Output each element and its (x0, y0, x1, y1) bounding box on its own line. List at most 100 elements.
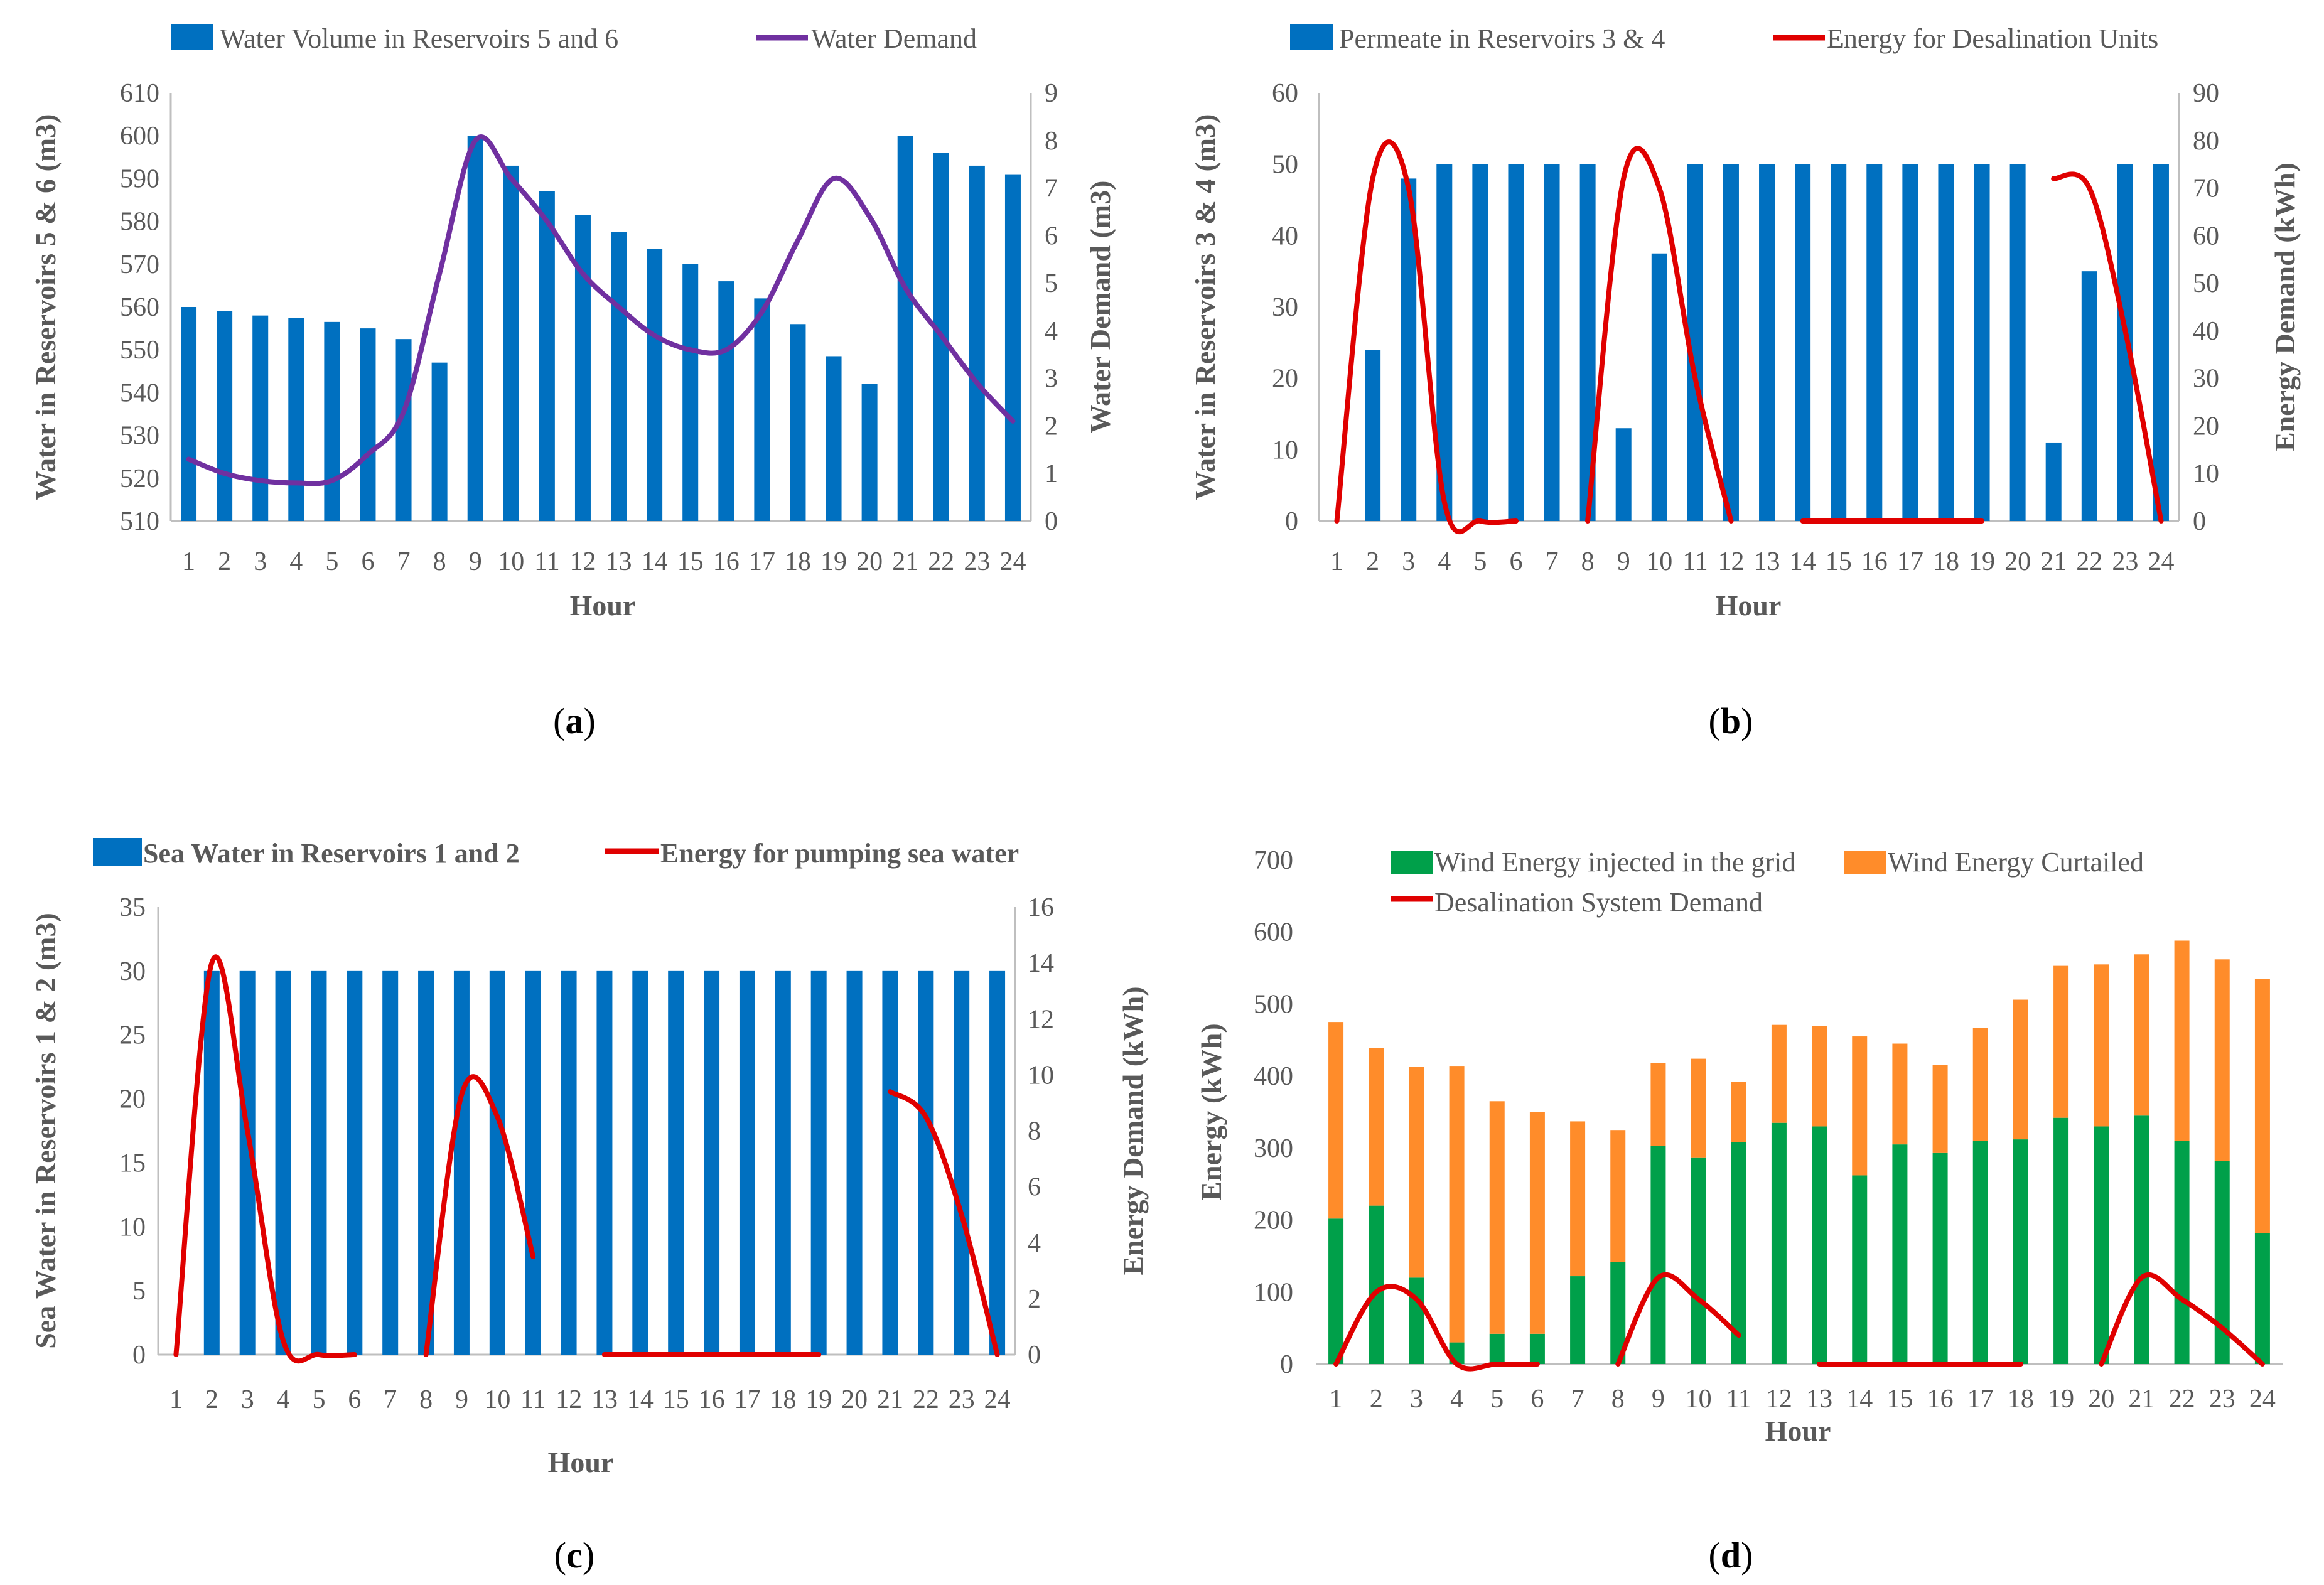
bar-injected (2134, 1115, 2149, 1364)
x-tick-label: 8 (433, 547, 446, 576)
bar-curtailed (1489, 1101, 1505, 1334)
x-tick-label: 13 (591, 1385, 618, 1414)
x-tick-label: 23 (964, 547, 990, 576)
bar (1508, 164, 1524, 522)
bar-injected (2013, 1139, 2028, 1364)
y-tick-label-left: 580 (120, 208, 159, 237)
bar (382, 970, 399, 1355)
x-tick-label: 5 (1490, 1385, 1504, 1414)
y-tick-label-left: 300 (1254, 1134, 1293, 1163)
x-axis-title: Hour (548, 1446, 614, 1478)
bar-injected (1328, 1218, 1344, 1364)
y-tick-label-left: 530 (120, 422, 159, 451)
bar (682, 264, 699, 521)
y-tick-label-left: 570 (120, 250, 159, 279)
x-tick-label: 11 (534, 547, 559, 576)
x-tick-label: 10 (1686, 1385, 1712, 1414)
x-tick-label: 9 (1617, 547, 1630, 576)
bar (252, 315, 269, 521)
bar (347, 970, 363, 1355)
bar-curtailed (2214, 959, 2230, 1161)
y-tick-label-left: 40 (1272, 222, 1298, 250)
bar (1472, 164, 1488, 522)
y-tick-label-left: 510 (120, 507, 159, 536)
x-tick-label: 24 (2148, 547, 2174, 576)
legend-swatch (1391, 851, 1433, 874)
legend-swatch (1844, 851, 1886, 874)
y-tick-label-right: 4 (1045, 317, 1058, 346)
x-tick-label: 23 (949, 1385, 975, 1414)
x-tick-label: 6 (361, 547, 374, 576)
bar (275, 970, 291, 1355)
bar (503, 165, 519, 521)
legend-label: Water Volume in Reservoirs 5 and 6 (220, 23, 618, 54)
bar (360, 328, 376, 521)
x-tick-label: 4 (1438, 547, 1451, 576)
x-tick-label: 20 (841, 1385, 868, 1414)
x-tick-label: 6 (1509, 547, 1522, 576)
x-tick-label: 12 (569, 547, 596, 576)
x-tick-label: 7 (1546, 547, 1559, 576)
bar-injected (1771, 1122, 1787, 1364)
x-tick-label: 12 (1766, 1385, 1792, 1414)
x-tick-label: 14 (627, 1385, 654, 1414)
panel-label-c: (c) (554, 1535, 594, 1576)
bar-injected (2053, 1117, 2069, 1364)
x-tick-label: 22 (913, 1385, 939, 1414)
y-tick-label-right: 0 (1045, 507, 1058, 536)
x-tick-label: 14 (1846, 1385, 1873, 1414)
bar (668, 970, 684, 1355)
x-tick-label: 19 (2048, 1385, 2074, 1414)
y-tick-label-left: 100 (1254, 1278, 1293, 1307)
y-tick-label-right: 20 (2193, 412, 2219, 441)
x-tick-label: 3 (1410, 1385, 1423, 1414)
x-tick-label: 7 (1571, 1385, 1584, 1414)
x-tick-label: 22 (2076, 547, 2102, 576)
bar-curtailed (2174, 940, 2190, 1141)
legend-label: Energy for pumping sea water (660, 838, 1019, 869)
bar (754, 298, 770, 521)
x-tick-label: 12 (1718, 547, 1744, 576)
x-tick-label: 23 (2209, 1385, 2235, 1414)
y-tick-label-left: 35 (119, 893, 146, 922)
bar (2045, 442, 2062, 521)
bar (989, 970, 1006, 1355)
y-tick-label-left: 20 (119, 1085, 146, 1114)
bar-curtailed (2254, 979, 2270, 1233)
y-tick-label-right: 2 (1045, 412, 1058, 441)
x-tick-label: 9 (469, 547, 482, 576)
bar (1974, 164, 1990, 522)
x-tick-label: 20 (856, 547, 883, 576)
y-tick-label-left: 610 (120, 79, 159, 108)
x-tick-label: 1 (182, 547, 195, 576)
x-tick-label: 6 (348, 1385, 361, 1414)
bar (1831, 164, 1847, 522)
bar-curtailed (1771, 1024, 1787, 1123)
bar-injected (1691, 1157, 1706, 1364)
bar-curtailed (1972, 1028, 1988, 1141)
legend-label: Wind Energy injected in the grid (1434, 847, 1795, 878)
series-line (1334, 139, 1519, 535)
bar-injected (1570, 1276, 1586, 1364)
bar (775, 970, 791, 1355)
y-axis-title-right: Energy Demand (kWh) (2269, 163, 2301, 451)
y-tick-label-left: 700 (1254, 846, 1293, 875)
bar (2153, 164, 2169, 522)
y-tick-label-right: 80 (2193, 127, 2219, 156)
y-tick-label-left: 15 (119, 1149, 146, 1178)
x-tick-label: 9 (1652, 1385, 1665, 1414)
y-tick-label-right: 9 (1045, 79, 1058, 108)
x-tick-label: 8 (419, 1385, 433, 1414)
y-tick-label-right: 7 (1045, 175, 1058, 203)
bar-curtailed (1529, 1112, 1545, 1334)
x-tick-label: 13 (606, 547, 632, 576)
x-tick-label: 16 (713, 547, 740, 576)
series-line (1615, 1272, 1741, 1367)
x-tick-label: 21 (2128, 1385, 2155, 1414)
bar-curtailed (1570, 1121, 1586, 1277)
bar (954, 970, 970, 1355)
bar (2081, 271, 2097, 521)
y-tick-label-right: 3 (1045, 365, 1058, 394)
